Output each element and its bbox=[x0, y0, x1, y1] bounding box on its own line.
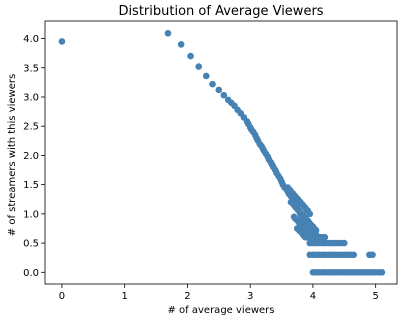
x-axis-label: # of average viewers bbox=[168, 305, 275, 316]
x-axis: 0 1 2 3 4 5 bbox=[59, 284, 379, 302]
data-point bbox=[177, 41, 185, 48]
axes-frame bbox=[44, 20, 398, 285]
y-tick-label: 0.0 bbox=[23, 268, 39, 279]
data-point bbox=[209, 80, 216, 88]
data-point bbox=[164, 29, 172, 37]
data-point bbox=[195, 63, 203, 70]
x-tick-label: 1 bbox=[121, 291, 127, 302]
y-tick-label: 3.5 bbox=[23, 63, 39, 74]
data-point bbox=[340, 239, 348, 247]
data-point bbox=[369, 251, 376, 259]
y-tick-label: 1.5 bbox=[23, 180, 39, 191]
x-tick-label: 3 bbox=[247, 291, 253, 302]
data-point bbox=[350, 251, 358, 259]
y-tick-label: 3.0 bbox=[23, 92, 39, 103]
y-axis-label: # of streamers with this viewers bbox=[7, 74, 18, 236]
data-point bbox=[187, 52, 194, 60]
data-point bbox=[321, 233, 329, 241]
x-tick-label: 2 bbox=[184, 291, 190, 302]
y-tick-label: 1.0 bbox=[23, 209, 39, 220]
chart-title: Distribution of Average Viewers bbox=[118, 4, 323, 19]
plot-area bbox=[58, 29, 386, 276]
x-tick-label: 4 bbox=[310, 291, 316, 302]
x-tick-label: 5 bbox=[372, 291, 378, 302]
y-tick-label: 2.5 bbox=[23, 122, 39, 133]
data-point bbox=[378, 269, 386, 276]
data-point bbox=[220, 91, 228, 99]
x-tick-label: 0 bbox=[59, 291, 65, 302]
y-tick-label: 0.5 bbox=[23, 239, 39, 250]
y-axis: 0.0 0.5 1.0 1.5 2.0 2.5 3.0 3.5 4.0 bbox=[23, 34, 45, 279]
y-tick-label: 2.0 bbox=[23, 151, 39, 162]
data-point bbox=[312, 226, 320, 234]
data-point bbox=[202, 72, 210, 80]
data-point bbox=[215, 86, 223, 94]
data-point bbox=[306, 210, 314, 218]
y-tick-label: 4.0 bbox=[23, 34, 39, 45]
data-point bbox=[58, 38, 66, 45]
